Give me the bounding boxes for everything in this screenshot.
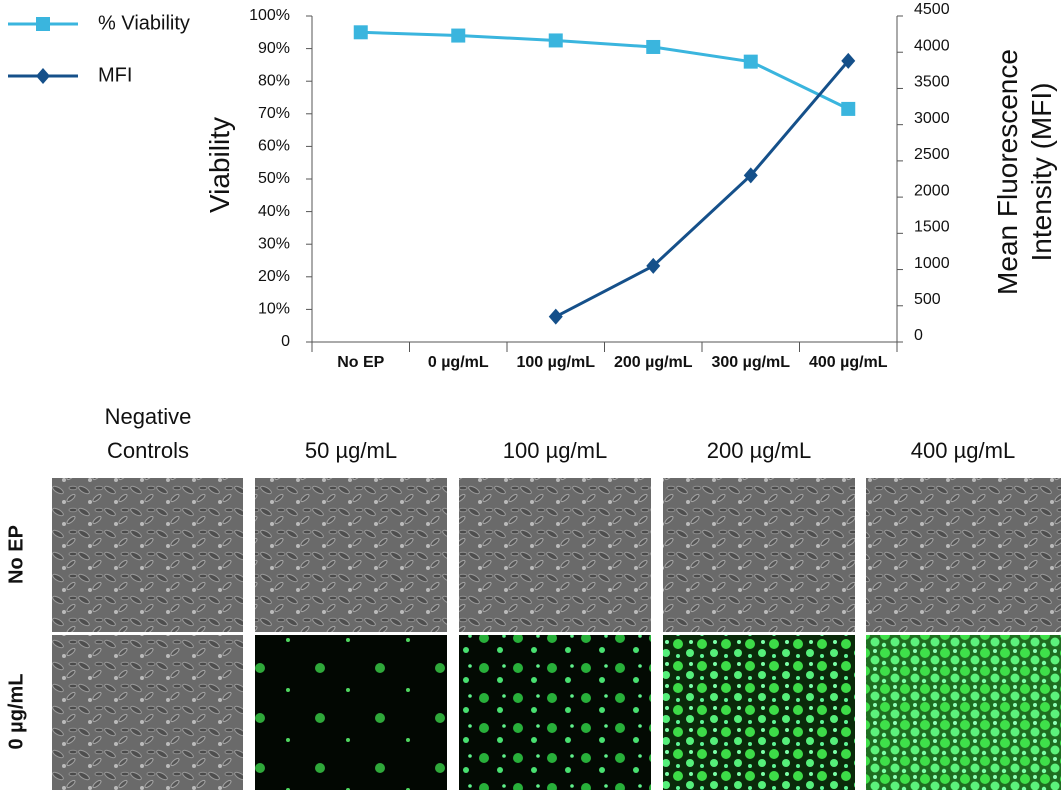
point <box>743 54 758 69</box>
column-header: 200 µg/mL <box>706 438 812 463</box>
micrograph-grid <box>52 478 1061 790</box>
y-tick-label: 100% <box>249 7 290 24</box>
legend-label: MFI <box>98 64 132 86</box>
y2-tick-label: 2000 <box>914 182 950 199</box>
y-tick-label: 70% <box>258 105 290 122</box>
micrograph <box>866 635 1061 790</box>
point <box>548 33 563 48</box>
column-header: 100 µg/mL <box>502 438 608 463</box>
micrograph <box>663 478 855 632</box>
y-tick-label: 50% <box>258 170 290 187</box>
x-tick-label: 400 µg/mL <box>808 354 888 371</box>
point <box>841 101 856 116</box>
legend-marker <box>36 68 50 84</box>
y2-tick-label: 3500 <box>914 74 950 91</box>
micrograph <box>255 635 447 790</box>
micrograph <box>255 478 447 632</box>
column-header: Negative Controls <box>104 404 192 463</box>
row-label: 0 µg/mL <box>5 673 28 750</box>
y-tick-label: 80% <box>258 72 290 89</box>
y-tick-label: 20% <box>258 268 290 285</box>
y-tick-label: 10% <box>258 301 290 318</box>
legend-marker <box>36 17 50 31</box>
y2-tick-label: 1000 <box>914 255 950 272</box>
y2-axis-title: Mean Fluorescence Intensity (MFI) <box>992 49 1057 295</box>
column-header: 400 µg/mL <box>910 438 1016 463</box>
y2-tick-label: 2500 <box>914 146 950 163</box>
point <box>743 167 758 184</box>
legend-label: % Viability <box>98 12 190 34</box>
point <box>646 257 661 274</box>
y2-tick-label: 4000 <box>914 37 950 54</box>
x-tick-label: No EP <box>337 354 385 371</box>
row-label: No EP <box>5 525 28 584</box>
y2-tick-label: 0 <box>914 327 923 344</box>
micrograph <box>459 478 651 632</box>
y-tick-label: 40% <box>258 203 290 220</box>
y-tick-label: 90% <box>258 40 290 57</box>
x-tick-label: 100 µg/mL <box>516 354 596 371</box>
y2-tick-label: 1500 <box>914 219 950 236</box>
x-tick-label: 300 µg/mL <box>711 354 791 371</box>
series-line <box>360 30 849 111</box>
point <box>841 52 856 69</box>
micrograph <box>52 635 243 790</box>
column-header: 50 µg/mL <box>304 438 398 463</box>
y2-tick-label: 500 <box>914 291 941 308</box>
micrograph <box>459 635 651 790</box>
micrograph <box>866 478 1061 632</box>
x-tick-label: 0 µg/mL <box>427 354 489 371</box>
x-tick-label: 200 µg/mL <box>613 354 693 371</box>
point <box>353 25 368 40</box>
point <box>451 28 466 43</box>
y2-tick-label: 4500 <box>914 1 950 18</box>
micrograph <box>52 478 243 632</box>
y-tick-label: 0 <box>281 333 290 350</box>
y-tick-label: 30% <box>258 235 290 252</box>
y2-tick-label: 3000 <box>914 110 950 127</box>
micrograph <box>663 635 855 790</box>
point <box>646 39 661 54</box>
y-axis-title: Viability <box>204 117 235 213</box>
point <box>548 308 563 325</box>
series-line <box>555 59 850 318</box>
y-tick-label: 60% <box>258 138 290 155</box>
